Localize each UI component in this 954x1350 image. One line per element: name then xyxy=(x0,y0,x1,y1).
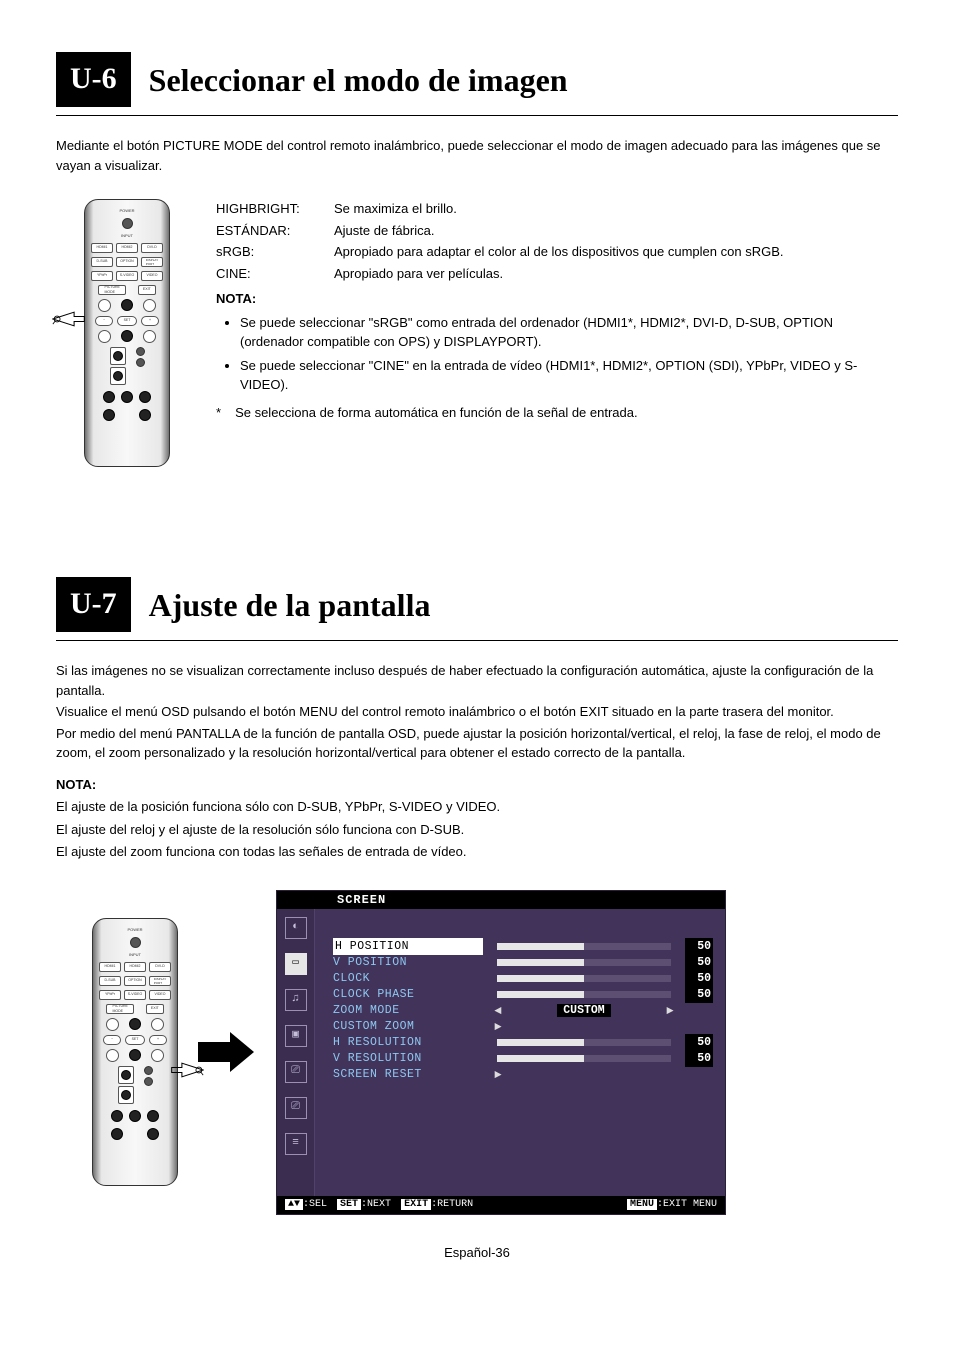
osd-tab-icon: ▣ xyxy=(285,1025,307,1047)
osd-tab-icon: ≡ xyxy=(285,1133,307,1155)
mode-name: sRGB: xyxy=(216,242,334,262)
osd-key-label: :EXIT MENU xyxy=(657,1199,717,1210)
osd-menu-item: V RESOLUTION 50 xyxy=(333,1051,713,1067)
power-button-icon xyxy=(130,937,141,948)
u6-star-note: * Se selecciona de forma automática en f… xyxy=(216,403,898,423)
star-text: Se selecciona de forma automática en fun… xyxy=(235,403,638,423)
osd-slider xyxy=(497,1039,671,1046)
power-button-icon xyxy=(122,218,133,229)
osd-slider xyxy=(497,959,671,966)
osd-item-label: CLOCK xyxy=(333,970,483,987)
section-u7-header: U-7 Ajuste de la pantalla xyxy=(56,577,898,641)
osd-item-label: V RESOLUTION xyxy=(333,1050,483,1067)
u6-note-item: Se puede seleccionar "sRGB" como entrada… xyxy=(240,313,898,352)
osd-menu-item: H POSITION 50 xyxy=(333,939,713,955)
u7-intro-line: Por medio del menú PANTALLA de la funció… xyxy=(56,724,898,763)
section-u6-header: U-6 Seleccionar el modo de imagen xyxy=(56,52,898,116)
osd-key-label: :RETURN xyxy=(431,1199,473,1210)
osd-menu-item: CLOCK PHASE 50 xyxy=(333,987,713,1003)
osd-value: 50 xyxy=(685,938,713,955)
u7-nota-line: El ajuste de la posición funciona sólo c… xyxy=(56,797,898,817)
osd-item-label: H RESOLUTION xyxy=(333,1034,483,1051)
osd-key: ▲▼ xyxy=(285,1199,303,1210)
osd-key: SET xyxy=(337,1199,361,1210)
osd-tab-icon: ◐ xyxy=(285,917,307,939)
u7-intro-line: Si las imágenes no se visualizan correct… xyxy=(56,661,898,700)
section-u6-title: Seleccionar el modo de imagen xyxy=(149,56,568,104)
osd-item-label: ZOOM MODE xyxy=(333,1002,483,1019)
mode-name: HIGHBRIGHT: xyxy=(216,199,334,219)
u6-intro: Mediante el botón PICTURE MODE del contr… xyxy=(56,136,898,175)
osd-slider xyxy=(497,991,671,998)
osd-key-label: :SEL xyxy=(303,1199,327,1210)
u7-nota-line: El ajuste del reloj y el ajuste de la re… xyxy=(56,820,898,840)
osd-menu-item: CUSTOM ZOOM ► xyxy=(333,1019,713,1035)
u6-modes-column: HIGHBRIGHT: Se maximiza el brillo. ESTÁN… xyxy=(216,199,898,422)
u7-nota-line: El ajuste del zoom funciona con todas la… xyxy=(56,842,898,862)
section-u6-chip: U-6 xyxy=(56,52,131,107)
osd-main-panel: H POSITION50V POSITION50CLOCK50CLOCK PHA… xyxy=(315,909,725,1196)
section-u7-title: Ajuste de la pantalla xyxy=(149,581,431,629)
u7-nota-block: NOTA: El ajuste de la posición funciona … xyxy=(56,775,898,862)
osd-value: 50 xyxy=(685,970,713,987)
osd-key: MENU xyxy=(627,1199,657,1210)
osd-tab-icon: ♫ xyxy=(285,989,307,1011)
osd-value: 50 xyxy=(685,1050,713,1067)
osd-footer: ▲▼:SEL SET:NEXT EXIT:RETURN MENU:EXIT ME… xyxy=(277,1196,725,1214)
mode-desc: Apropiado para ver películas. xyxy=(334,264,898,284)
osd-slider xyxy=(497,943,671,950)
mode-desc: Ajuste de fábrica. xyxy=(334,221,898,241)
osd-menu-item: V POSITION 50 xyxy=(333,955,713,971)
osd-title: SCREEN xyxy=(277,891,725,909)
u6-notes-list: Se puede seleccionar "sRGB" como entrada… xyxy=(216,313,898,395)
triangle-right-icon: ► xyxy=(663,1002,677,1020)
callout-arrow-icon xyxy=(52,307,86,331)
remote-illustration-u7: POWER INPUT HDMI1HDMI2DVI-D D-SUBOPTIOND… xyxy=(56,918,176,1186)
osd-value: 50 xyxy=(685,986,713,1003)
u6-note-item: Se puede seleccionar "CINE" en la entrad… xyxy=(240,356,898,395)
osd-key: EXIT xyxy=(401,1199,431,1210)
triangle-right-icon: ► xyxy=(491,1018,505,1036)
mode-desc: Se maximiza el brillo. xyxy=(334,199,898,219)
callout-arrow-icon xyxy=(170,1058,204,1082)
remote-body: POWER INPUT HDMI1HDMI2DVI-D D-SUBOPTIOND… xyxy=(84,199,170,467)
mode-desc: Apropiado para adaptar el color al de lo… xyxy=(334,242,898,262)
osd-select-value: CUSTOM xyxy=(557,1004,610,1017)
remote-body: POWER INPUT HDMI1HDMI2DVI-D D-SUBOPTIOND… xyxy=(92,918,178,1186)
osd-value: 50 xyxy=(685,1034,713,1051)
osd-menu-item: SCREEN RESET ► xyxy=(333,1067,713,1083)
page-footer: Español-36 xyxy=(56,1243,898,1263)
osd-item-label: V POSITION xyxy=(333,954,483,971)
osd-item-label: H POSITION xyxy=(333,938,483,955)
u6-nota-label: NOTA: xyxy=(216,289,898,309)
osd-screenshot: SCREEN ◐ ▭ ♫ ▣ ⎚ ⎚ ≡ H POSITION50V POSIT… xyxy=(276,890,726,1215)
osd-tab-icon: ⎚ xyxy=(285,1097,307,1119)
osd-item-label: SCREEN RESET xyxy=(333,1066,483,1083)
remote-illustration-u6: POWER INPUT HDMI1HDMI2DVI-D D-SUBOPTIOND… xyxy=(56,199,176,467)
u6-mode-table: HIGHBRIGHT: Se maximiza el brillo. ESTÁN… xyxy=(216,199,898,283)
osd-tab-icon: ⎚ xyxy=(285,1061,307,1083)
osd-key-label: :NEXT xyxy=(361,1199,391,1210)
osd-tab-icon: ▭ xyxy=(285,953,307,975)
osd-value: 50 xyxy=(685,954,713,971)
osd-slider xyxy=(497,1055,671,1062)
u6-content-row: POWER INPUT HDMI1HDMI2DVI-D D-SUBOPTIOND… xyxy=(56,199,898,467)
osd-item-label: CLOCK PHASE xyxy=(333,986,483,1003)
mode-name: CINE: xyxy=(216,264,334,284)
triangle-right-icon: ► xyxy=(491,1066,505,1084)
u7-content-row: POWER INPUT HDMI1HDMI2DVI-D D-SUBOPTIOND… xyxy=(56,890,898,1215)
osd-menu-item: ZOOM MODE◄CUSTOM► xyxy=(333,1003,713,1019)
u7-intro-line: Visualice el menú OSD pulsando el botón … xyxy=(56,702,898,722)
u7-nota-label: NOTA: xyxy=(56,775,898,795)
section-u7-chip: U-7 xyxy=(56,577,131,632)
big-arrow-icon xyxy=(196,1030,256,1074)
osd-sidebar: ◐ ▭ ♫ ▣ ⎚ ⎚ ≡ xyxy=(277,909,315,1196)
mode-name: ESTÁNDAR: xyxy=(216,221,334,241)
osd-menu-item: CLOCK 50 xyxy=(333,971,713,987)
osd-slider xyxy=(497,975,671,982)
osd-menu-item: H RESOLUTION 50 xyxy=(333,1035,713,1051)
star-symbol: * xyxy=(216,403,221,423)
osd-item-label: CUSTOM ZOOM xyxy=(333,1018,483,1035)
